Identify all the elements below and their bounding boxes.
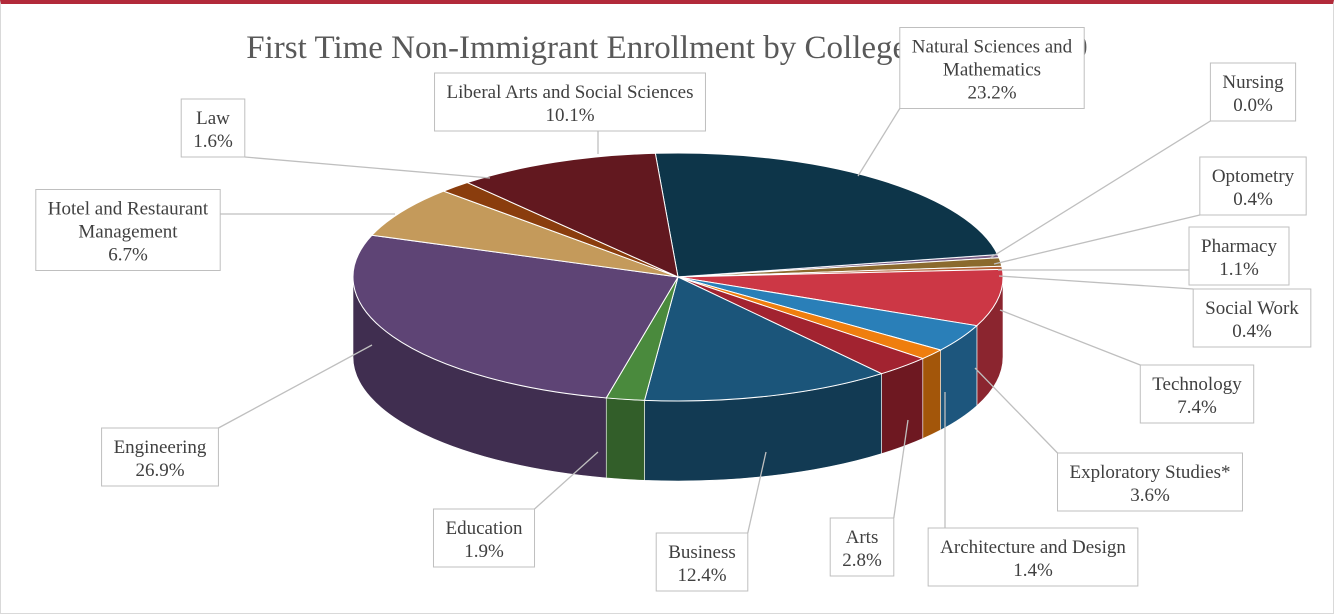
data-label-category: Technology <box>1152 374 1242 395</box>
pie-side-arts <box>881 358 924 455</box>
data-label-box <box>1192 288 1312 348</box>
data-label-box <box>1139 364 1255 424</box>
data-label-value: 0.4% <box>1233 189 1273 210</box>
data-label-value: 1.1% <box>1219 259 1259 280</box>
data-label-category: Arts <box>846 527 879 548</box>
data-label-category: Social Work <box>1205 298 1299 319</box>
data-label-box <box>434 72 706 132</box>
pie-slice-liberal-arts-and-social-sciences <box>465 152 679 278</box>
leader-line-social-work <box>998 275 1194 290</box>
data-label-box <box>101 427 219 487</box>
data-label-value: 1.4% <box>1013 560 1053 581</box>
data-label-category: Education <box>445 518 523 539</box>
data-label-category: Management <box>78 222 178 243</box>
leader-line-arts <box>893 419 909 519</box>
data-label-box <box>1188 226 1290 286</box>
data-label-value: 0.4% <box>1232 321 1272 342</box>
pie-sides <box>352 276 1004 482</box>
leader-line-education <box>534 451 599 510</box>
data-label-category: Natural Sciences and <box>912 37 1073 58</box>
data-label-box <box>829 517 895 577</box>
data-label-box <box>655 532 749 592</box>
data-label-value: 7.4% <box>1177 397 1217 418</box>
leader-line-exploratory-studies <box>974 367 1058 454</box>
leader-line-optometry <box>993 214 1200 265</box>
pie-slice-hotel-and-restaurant-management <box>370 190 679 278</box>
data-label-value: 23.2% <box>967 83 1016 104</box>
pie-slice-engineering <box>352 234 679 399</box>
data-label-category: Pharmacy <box>1201 236 1277 257</box>
data-label-box <box>927 527 1139 587</box>
data-label-box <box>35 189 221 271</box>
pie-tops <box>352 152 1004 402</box>
data-label-category: Architecture and Design <box>940 537 1126 558</box>
data-label-value: 1.9% <box>464 541 504 562</box>
data-label-category: Engineering <box>114 437 207 458</box>
leader-line-engineering <box>218 344 373 429</box>
data-label-value: 1.6% <box>193 131 233 152</box>
data-label-exploratory-studies: Exploratory Studies*3.6% <box>1057 452 1243 512</box>
data-label-category: Liberal Arts and Social Sciences <box>447 82 694 103</box>
data-label-value: 0.0% <box>1233 95 1273 116</box>
data-label-box <box>432 508 536 568</box>
pie-side-architecture-and-design <box>922 349 941 440</box>
data-label-box <box>899 27 1085 109</box>
pie-slice-natural-sciences-and-mathematics <box>654 152 999 278</box>
leader-line-natural-sciences-and-mathematics <box>857 108 901 177</box>
data-label-category: Optometry <box>1212 166 1295 187</box>
data-label-value: 26.9% <box>135 460 184 481</box>
data-label-value: 6.7% <box>108 245 148 266</box>
data-label-category: Business <box>668 542 736 563</box>
data-label-value: 2.8% <box>842 550 882 571</box>
data-label-category: Mathematics <box>943 60 1041 81</box>
data-label-value: 12.4% <box>677 565 726 586</box>
label-leaders <box>218 108 1211 534</box>
data-label-value: 10.1% <box>545 105 594 126</box>
pie-slice-business <box>643 276 883 402</box>
pie-side-education <box>605 397 645 481</box>
leader-line-law <box>244 156 491 179</box>
leader-line-nursing <box>989 120 1211 259</box>
leader-line-business <box>747 451 767 534</box>
data-label-box <box>180 98 246 158</box>
data-label-category: Hotel and Restaurant <box>48 199 209 220</box>
data-label-category: Exploratory Studies* <box>1070 462 1231 483</box>
data-label-value: 3.6% <box>1130 485 1170 506</box>
data-label-category: Law <box>196 108 230 129</box>
data-label-box <box>1057 452 1243 512</box>
data-label-box <box>1199 156 1307 216</box>
data-label-box <box>1209 62 1297 122</box>
data-label-category: Nursing <box>1222 72 1284 93</box>
leader-line-technology <box>999 309 1141 366</box>
pie-slice-technology <box>677 268 1004 327</box>
